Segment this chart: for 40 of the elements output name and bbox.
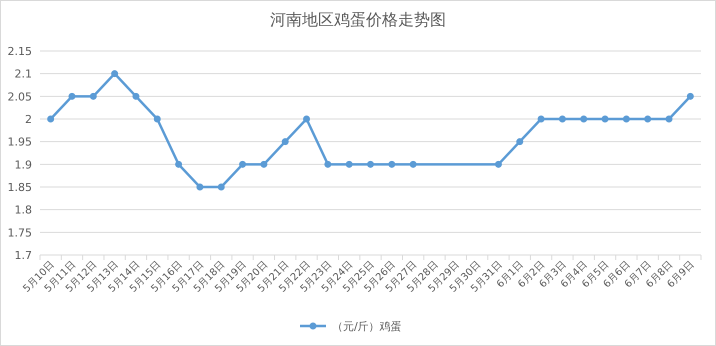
point bbox=[218, 184, 225, 190]
point bbox=[686, 92, 694, 100]
y-tick-label: 2.1 bbox=[14, 68, 32, 81]
point bbox=[239, 160, 246, 168]
point bbox=[538, 116, 545, 122]
point bbox=[282, 138, 289, 146]
y-tick-label: 2.05 bbox=[8, 90, 32, 104]
y-tick-label: 2 bbox=[25, 113, 32, 126]
point bbox=[68, 92, 76, 100]
point bbox=[260, 160, 268, 168]
point bbox=[196, 184, 204, 190]
chart-title: 河南地区鸡蛋价格走势图 bbox=[270, 10, 446, 29]
legend-label: （元/斤）鸡蛋 bbox=[332, 320, 402, 333]
y-tick-label: 1.75 bbox=[8, 226, 32, 240]
y-tick-label: 1.85 bbox=[8, 181, 32, 194]
y-tick-label: 2.15 bbox=[8, 45, 32, 58]
point bbox=[346, 160, 353, 168]
point bbox=[410, 160, 417, 168]
y-tick-label: 1.7 bbox=[14, 249, 32, 262]
point bbox=[90, 92, 97, 100]
point bbox=[367, 160, 374, 168]
point bbox=[154, 116, 161, 122]
point bbox=[111, 70, 118, 78]
point bbox=[324, 160, 332, 168]
point bbox=[47, 116, 54, 122]
point bbox=[602, 116, 609, 122]
point bbox=[622, 116, 630, 122]
point bbox=[580, 116, 588, 122]
y-tick-label: 1.95 bbox=[8, 136, 32, 149]
point bbox=[303, 116, 310, 122]
point bbox=[494, 160, 502, 168]
point bbox=[516, 138, 524, 146]
point bbox=[132, 92, 140, 100]
point bbox=[558, 116, 566, 122]
y-tick-label: 1.8 bbox=[14, 204, 32, 217]
y-tick-label: 1.9 bbox=[14, 158, 32, 172]
point bbox=[666, 116, 673, 122]
point bbox=[175, 160, 182, 168]
point bbox=[644, 116, 652, 122]
point bbox=[388, 160, 396, 168]
